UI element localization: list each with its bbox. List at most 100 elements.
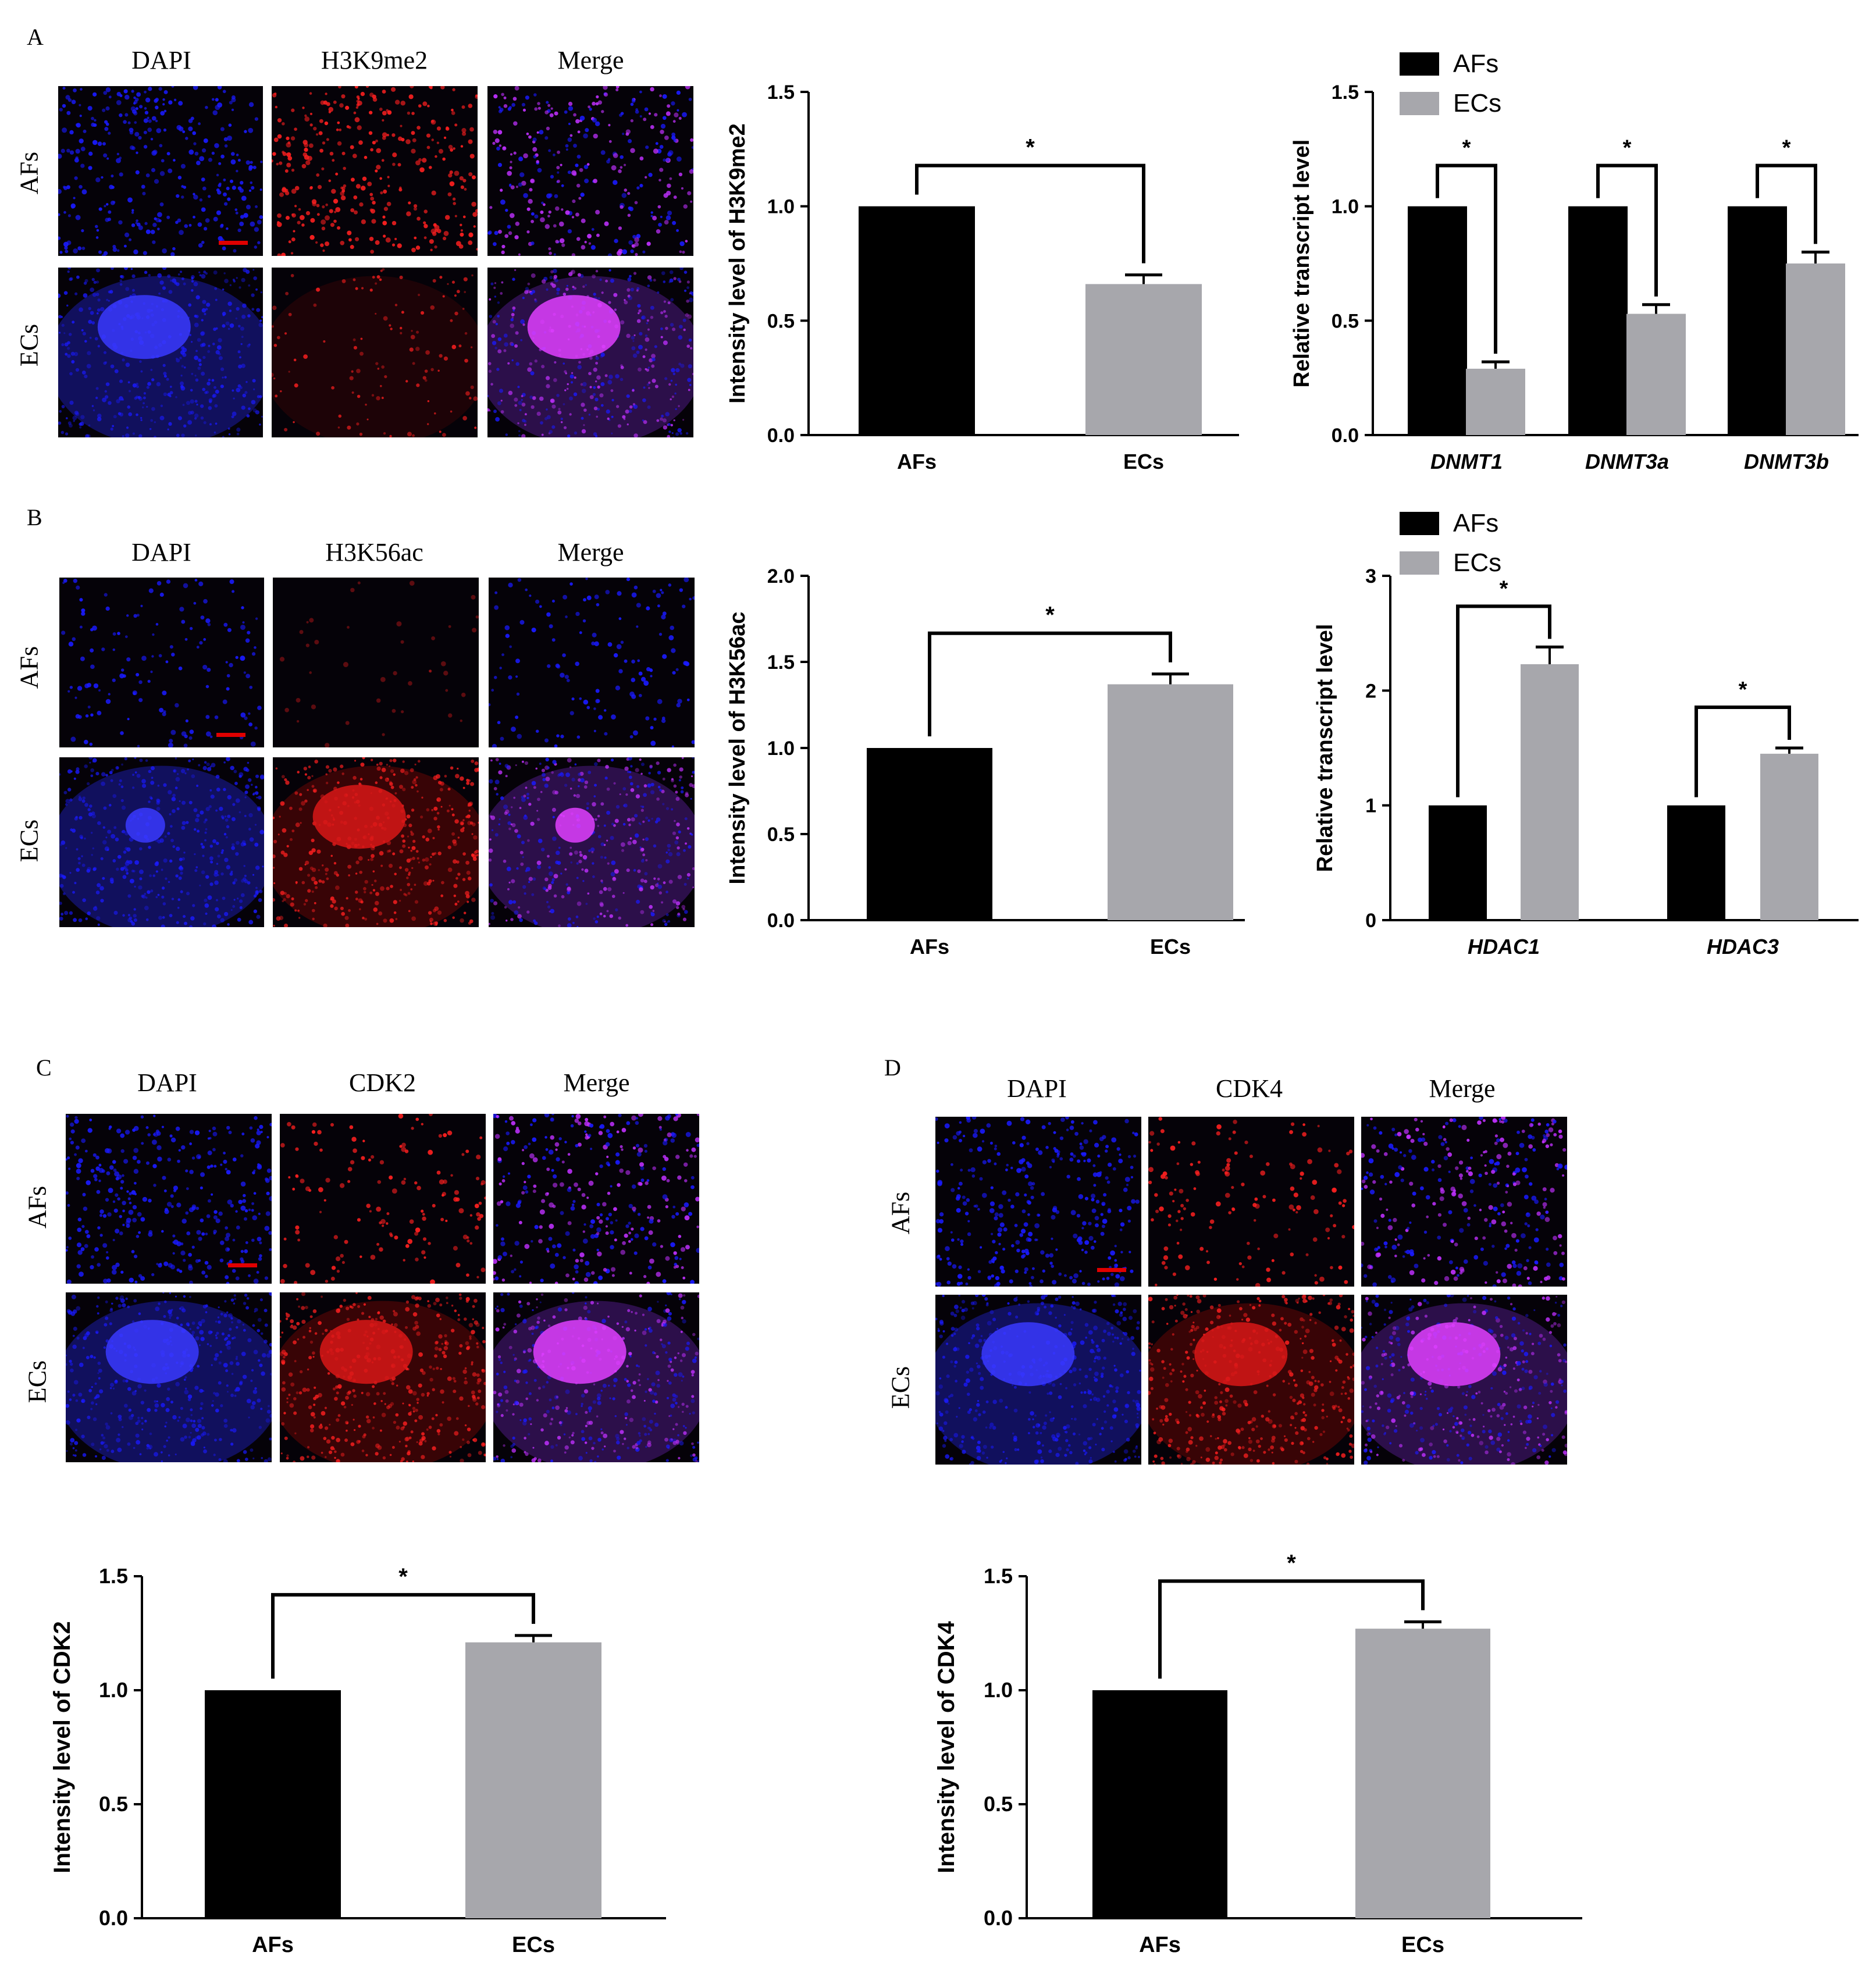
y-tick-label: 1.0: [767, 196, 795, 218]
bar: [205, 1690, 341, 1918]
significance-star: *: [1026, 135, 1035, 161]
x-tick-label: AFs: [897, 450, 937, 473]
micrograph-a-ecs-stain: [272, 268, 478, 437]
bar: [1786, 263, 1845, 435]
significance-star: *: [1623, 136, 1632, 161]
significance-star: *: [1287, 1550, 1296, 1576]
y-axis-label: Relative transcript level: [1290, 140, 1314, 388]
micrograph-d-ecs-stain: [1148, 1295, 1354, 1465]
legend-swatch: [1400, 52, 1439, 76]
x-tick-label: ECs: [1150, 935, 1191, 959]
bar: [1728, 206, 1787, 435]
x-tick-label: ECs: [512, 1933, 555, 1957]
bar: [1429, 805, 1487, 920]
legend-swatch: [1400, 512, 1439, 535]
significance-bracket: [1158, 1579, 1425, 1679]
y-tick-label: 0.5: [1332, 310, 1359, 332]
bar: [859, 206, 975, 435]
bar: [1760, 753, 1818, 920]
micrograph-d-afs-stain: [1148, 1117, 1354, 1287]
y-tick-label: 1: [1365, 795, 1376, 817]
bar: [1355, 1629, 1490, 1918]
y-tick-label: 0.5: [767, 310, 795, 332]
micrograph-b-afs-merge: [489, 578, 695, 747]
y-tick-label: 0: [1365, 910, 1376, 932]
bar: [1108, 684, 1233, 920]
micrograph-d-ecs-merge: [1361, 1295, 1567, 1465]
x-tick-label: HDAC1: [1468, 935, 1540, 959]
bar: [1667, 805, 1725, 920]
y-tick-label: 1.0: [99, 1678, 128, 1702]
micrograph-a-afs-merge: [487, 86, 693, 256]
legend-label: AFs: [1453, 509, 1498, 537]
x-tick-label: DNMT1: [1430, 450, 1503, 473]
micrograph-b-ecs-dapi: [59, 757, 264, 927]
y-tick-label: 0.0: [1332, 425, 1359, 447]
legend-label: ECs: [1453, 89, 1501, 117]
y-axis-label: Intensity level of H3K9me2: [725, 123, 750, 404]
x-tick-label: HDAC3: [1707, 935, 1779, 959]
micrograph-c-ecs-dapi: [66, 1292, 272, 1462]
y-tick-label: 0.0: [984, 1906, 1013, 1930]
significance-star: *: [398, 1564, 408, 1590]
micrograph-b-ecs-merge: [489, 757, 695, 927]
bar: [1092, 1690, 1227, 1918]
bar: [1521, 664, 1579, 920]
panel-d-col-dapi: DAPI: [1007, 1074, 1067, 1103]
panel-c-col-dapi: DAPI: [137, 1068, 197, 1097]
y-tick-label: 1.5: [1332, 81, 1359, 104]
scale-bar: [228, 1263, 257, 1267]
x-tick-label: DNMT3b: [1744, 450, 1829, 473]
y-tick-label: 1.5: [99, 1564, 128, 1588]
significance-bracket: [1695, 706, 1791, 797]
panel-a-col-stain: H3K9me2: [321, 46, 428, 74]
scale-bar: [216, 733, 245, 737]
y-tick-label: 3: [1365, 565, 1376, 587]
y-tick-label: 0.0: [767, 910, 795, 932]
significance-star: *: [1782, 136, 1791, 161]
micrograph-c-ecs-stain: [280, 1292, 486, 1462]
bar: [1408, 206, 1467, 435]
y-tick-label: 0.0: [99, 1906, 128, 1930]
panel-d-col-stain: CDK4: [1216, 1074, 1283, 1103]
bar: [867, 748, 992, 920]
bar: [1568, 206, 1628, 435]
y-axis-label: Intensity level of CDK2: [49, 1621, 75, 1873]
x-tick-label: ECs: [1401, 1933, 1444, 1957]
panel-c-col-stain: CDK2: [349, 1068, 416, 1097]
panel-d-letter: D: [884, 1055, 901, 1081]
micrograph-d-afs-merge: [1361, 1117, 1567, 1287]
micrograph-d-ecs-dapi: [935, 1295, 1141, 1465]
x-tick-label: ECs: [1123, 450, 1164, 473]
significance-star: *: [1739, 678, 1747, 702]
micrograph-a-ecs-dapi: [58, 268, 263, 437]
x-tick-label: AFs: [1139, 1933, 1181, 1957]
micrograph-a-afs-dapi: [58, 86, 263, 256]
y-tick-label: 2.0: [767, 565, 795, 587]
panel-b-letter: B: [27, 504, 42, 530]
y-tick-label: 0.0: [767, 425, 795, 447]
scale-bar: [1097, 1268, 1126, 1272]
significance-bracket: [915, 163, 1145, 263]
significance-star: *: [1462, 136, 1471, 161]
legend-swatch: [1400, 92, 1439, 115]
significance-bracket: [1756, 163, 1817, 244]
y-axis-label: Intensity level of CDK4: [934, 1621, 959, 1873]
y-axis-label: Relative transcript level: [1313, 624, 1337, 872]
panel-b-col-dapi: DAPI: [131, 538, 191, 567]
y-tick-label: 1.0: [767, 738, 795, 760]
legend-swatch: [1400, 551, 1439, 575]
panel-d-col-merge: Merge: [1429, 1074, 1496, 1103]
panel-a-letter: A: [27, 24, 44, 50]
y-tick-label: 1.5: [984, 1564, 1013, 1588]
significance-bracket: [928, 631, 1172, 736]
micrograph-a-ecs-merge: [487, 268, 693, 437]
scale-bar: [219, 241, 248, 245]
significance-bracket: [1436, 163, 1497, 354]
x-tick-label: AFs: [252, 1933, 294, 1957]
bar: [1466, 368, 1525, 435]
micrograph-c-ecs-merge: [493, 1292, 699, 1462]
bar: [1626, 314, 1686, 435]
panel-a-col-merge: Merge: [557, 46, 624, 74]
